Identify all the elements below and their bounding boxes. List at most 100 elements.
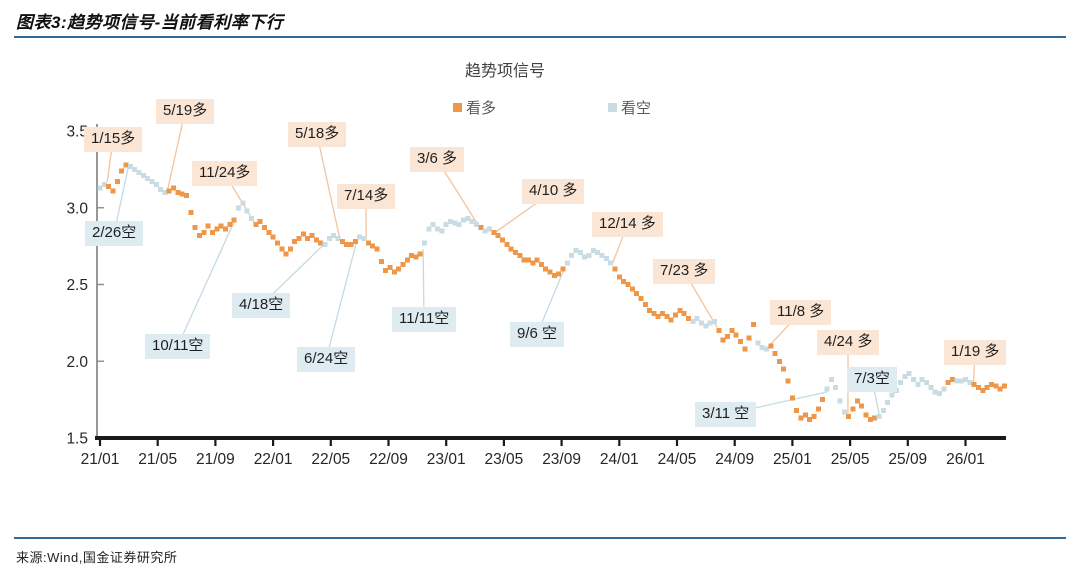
data-point [720,337,726,343]
data-point [898,380,904,386]
data-point [474,222,479,228]
data-point [807,417,813,423]
data-point [867,417,873,423]
x-tick-label: 22/01 [254,451,293,468]
data-point [357,234,363,240]
data-point [508,246,514,252]
data-point [924,380,930,386]
data-point [742,346,748,352]
annotation-long: 4/10 多 [522,179,585,204]
data-point [205,223,211,229]
annotation-short: 6/24空 [297,347,356,372]
data-point [422,240,428,246]
data-point [919,377,925,383]
data-point [240,200,246,206]
data-point [348,242,354,248]
data-point [214,226,220,232]
data-point [638,295,644,301]
data-point [184,193,190,198]
data-point [763,346,769,352]
header-rule [14,36,1066,38]
data-point [149,179,155,185]
x-tick-label: 24/05 [658,451,697,468]
data-point [772,351,778,357]
data-point [448,219,453,225]
data-point [958,378,964,384]
data-point [370,243,376,249]
data-point [439,228,445,234]
data-point [954,378,960,384]
data-point [279,246,285,252]
data-point [707,320,713,326]
y-tick-label: 3.0 [66,200,88,217]
x-tick-label: 25/05 [831,451,870,468]
data-point [876,414,882,419]
data-point [249,216,254,221]
data-point [664,314,670,320]
data-point [733,332,739,338]
annotation-long: 3/6 多 [410,147,465,172]
data-point [322,242,328,248]
data-point [106,183,112,189]
data-point [313,237,319,243]
data-point [374,246,380,252]
data-point [863,412,869,418]
data-point [850,406,856,412]
source-note: 来源:Wind,国金证券研究所 [16,550,178,565]
data-point [413,254,419,260]
data-point [625,282,631,287]
x-tick-label: 21/09 [196,451,235,468]
data-point [188,209,194,215]
data-point [305,236,311,241]
data-point [824,386,830,392]
x-tick-label: 26/01 [946,451,985,468]
data-point [465,216,471,221]
data-point [668,317,674,323]
data-point [452,220,458,226]
data-point [253,222,259,228]
data-point [110,188,116,194]
data-point [378,259,384,264]
annotation-long: 5/19多 [156,99,215,124]
x-tick-label: 23/09 [542,451,581,468]
data-point [560,266,566,272]
data-point [781,366,787,372]
data-point [430,222,436,228]
data-point [175,189,181,195]
data-point [595,249,601,255]
data-point [837,398,843,404]
data-point [945,380,951,386]
data-point [383,268,389,274]
data-point [132,166,138,172]
data-point [504,242,510,248]
data-point [287,246,293,252]
data-point [569,252,575,258]
data-point [136,169,142,175]
data-point [153,182,159,188]
data-point [123,162,129,168]
data-point [512,249,518,255]
data-point [629,286,635,292]
data-point [210,229,215,235]
data-point [647,308,653,314]
report-chart-title: 图表3:趋势项信号-当前看利率下行 [16,13,284,32]
data-point [162,189,168,195]
x-tick-label: 23/05 [485,451,524,468]
data-point [283,251,289,257]
annotation-long: 1/15多 [84,127,143,152]
data-point [426,226,432,232]
data-point [521,257,527,263]
data-point [244,208,250,214]
data-point [556,271,562,277]
data-point [738,338,743,344]
data-point [833,384,839,390]
data-point [192,225,198,231]
data-point [564,260,570,266]
data-point [97,185,103,191]
leader-line [176,218,237,347]
data-point [725,334,730,340]
data-point [257,219,263,225]
data-point [889,392,895,398]
